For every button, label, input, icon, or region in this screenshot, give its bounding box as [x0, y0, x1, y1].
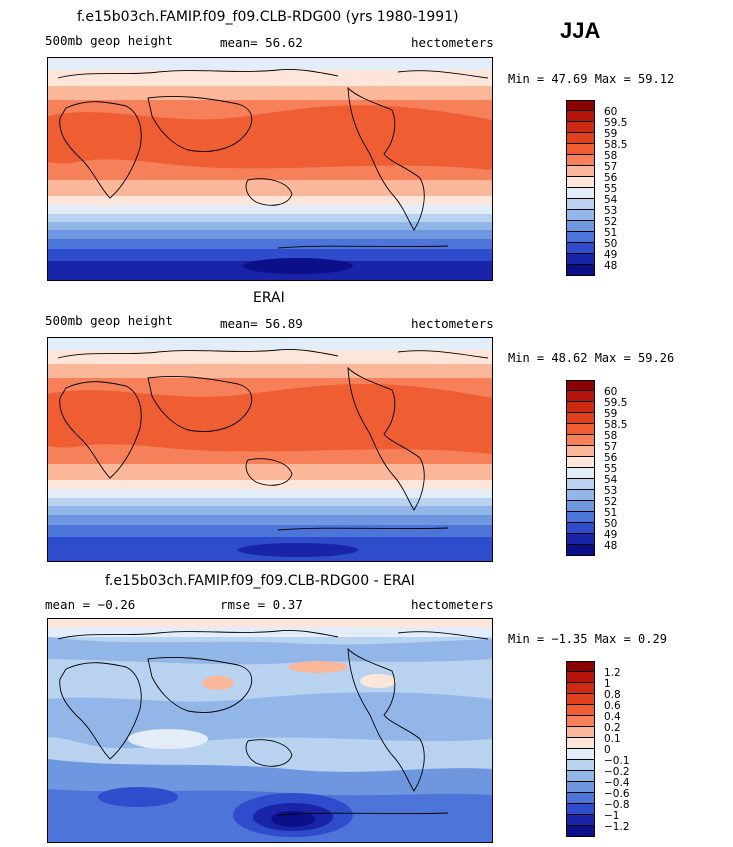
panel3-units-label: hectometers: [411, 597, 494, 612]
panel2-mean-label: mean= 56.89: [220, 316, 303, 331]
panel1-cb-label: 48: [604, 260, 618, 272]
panel3-cb-label: −0.1: [604, 755, 630, 767]
panel3-cb-label: 0.6: [604, 700, 621, 712]
panel3-cb-label: 0: [604, 744, 611, 756]
panel2-cb-label: 58.5: [604, 419, 628, 431]
panel3-cb-label: −1: [604, 810, 620, 822]
panel3-cb-label: 1.2: [604, 667, 621, 679]
panel1-cb-label: 60: [604, 106, 618, 118]
panel2-cb-label: 52: [604, 496, 618, 508]
panel3-cb-label: 0.4: [604, 711, 621, 723]
panel3-rmse-label: rmse = 0.37: [220, 597, 303, 612]
panel3-minmax: Min = −1.35 Max = 0.29: [508, 632, 667, 646]
panel3-cb-label: −0.8: [604, 799, 630, 811]
panel2-cb-label: 59: [604, 408, 618, 420]
panel2-cb-label: 51: [604, 507, 618, 519]
panel1-map: [47, 57, 493, 281]
panel2-variable-label: 500mb geop height: [45, 313, 173, 328]
panel3-cb-label: 1: [604, 678, 611, 690]
panel1-title: f.e15b03ch.FAMIP.f09_f09.CLB-RDG00 (yrs …: [77, 9, 459, 25]
panel2-map: [47, 337, 493, 562]
panel1-cb-label: 52: [604, 216, 618, 228]
panel2-minmax: Min = 48.62 Max = 59.26: [508, 351, 675, 365]
panel2-cb-label: 60: [604, 386, 618, 398]
panel3-cb-label: −0.6: [604, 788, 630, 800]
panel3-mean-label: mean = −0.26: [45, 597, 136, 612]
panel1-colorbar: [566, 100, 595, 276]
panel2-cb-label: 56: [604, 452, 618, 464]
panel2-cb-label: 55: [604, 463, 618, 475]
panel2-units-label: hectometers: [411, 316, 494, 331]
panel1-cb-label: 55: [604, 183, 618, 195]
panel1-cb-label: 53: [604, 205, 618, 217]
season-label: JJA: [560, 18, 601, 43]
panel1-variable-label: 500mb geop height: [45, 33, 173, 48]
panel1-minmax: Min = 47.69 Max = 59.12: [508, 72, 675, 86]
panel3-title: f.e15b03ch.FAMIP.f09_f09.CLB-RDG00 - ERA…: [105, 573, 415, 589]
panel3-map: [47, 618, 493, 843]
panel2-colorbar: [566, 380, 595, 556]
panel2-cb-label: 54: [604, 474, 618, 486]
panel1-cb-label: 56: [604, 172, 618, 184]
panel1-units-label: hectometers: [411, 35, 494, 50]
panel3-cb-label: −1.2: [604, 821, 630, 833]
panel1-cb-label: 51: [604, 227, 618, 239]
panel3-colorbar: [566, 661, 595, 837]
panel1-cb-label: 49: [604, 249, 618, 261]
panel1-cb-label: 54: [604, 194, 618, 206]
panel1-cb-label: 59.5: [604, 117, 628, 129]
panel3-cb-label: 0.8: [604, 689, 621, 701]
panel2-cb-label: 59.5: [604, 397, 628, 409]
panel1-cb-label: 58: [604, 150, 618, 162]
panel1-cb-label: 50: [604, 238, 618, 250]
panel3-cb-label: 0.2: [604, 722, 621, 734]
panel2-cb-label: 57: [604, 441, 618, 453]
panel2-cb-label: 49: [604, 529, 618, 541]
panel3-cb-label: −0.2: [604, 766, 630, 778]
panel1-mean-label: mean= 56.62: [220, 35, 303, 50]
panel2-title: ERAI: [253, 290, 285, 306]
panel1-cb-label: 57: [604, 161, 618, 173]
panel2-cb-label: 48: [604, 540, 618, 552]
panel3-cb-label: 0.1: [604, 733, 621, 745]
panel1-cb-label: 58.5: [604, 139, 628, 151]
panel2-cb-label: 53: [604, 485, 618, 497]
panel2-cb-label: 58: [604, 430, 618, 442]
panel2-cb-label: 50: [604, 518, 618, 530]
panel3-cb-label: −0.4: [604, 777, 630, 789]
panel1-cb-label: 59: [604, 128, 618, 140]
